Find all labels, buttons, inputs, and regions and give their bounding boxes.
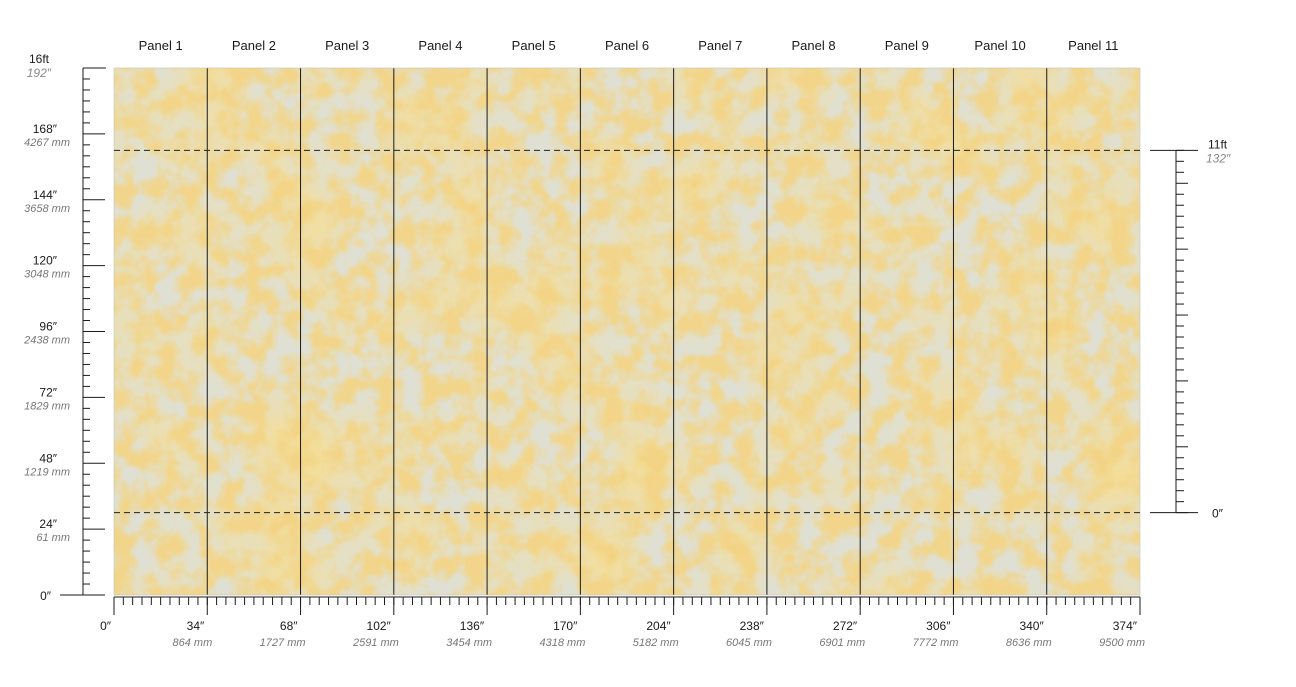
left-mm-label: 1829 mm <box>24 400 70 412</box>
pattern-border <box>113 67 1141 596</box>
panel-labels: Panel 1 Panel 2 Panel 3 Panel 4 Panel 5 Panel… <box>139 38 1119 53</box>
left-inch-label: 144″ <box>33 188 58 202</box>
right-zero-label: 0″ <box>1212 507 1224 521</box>
panel-label: Panel 6 <box>605 38 649 53</box>
left-inch-label: 120″ <box>33 254 58 268</box>
right-ruler-top-in: 132″ <box>1206 151 1231 165</box>
bottom-mm-label: 7772 mm <box>913 637 959 649</box>
bottom-width-ruler: 0″ 34″ 864 mm 68″ 1727 mm 102″ 2591 mm 136″ 3454… <box>100 596 1145 649</box>
panel-label: Panel 10 <box>974 38 1025 53</box>
bottom-inch-label: 68″ <box>280 619 298 633</box>
bottom-mm-label: 9500 mm <box>1099 637 1145 649</box>
panel-label: Panel 2 <box>232 38 276 53</box>
right-ruler-top-ft: 11ft <box>1208 137 1228 151</box>
bottom-inch-label: 306″ <box>926 619 951 633</box>
panel-label: Panel 1 <box>139 38 183 53</box>
panel-label: Panel 8 <box>791 38 835 53</box>
left-mm-label: 61 mm <box>36 532 70 544</box>
left-mm-label: 3658 mm <box>24 203 70 215</box>
left-inch-label: 24″ <box>39 517 57 531</box>
bottom-inch-label: 340″ <box>1019 619 1044 633</box>
panel-label: Panel 4 <box>418 38 462 53</box>
bottom-mm-label: 1727 mm <box>260 637 306 649</box>
height-guides <box>114 149 1140 514</box>
bottom-inch-label: 34″ <box>187 619 205 633</box>
bottom-inch-label: 136″ <box>460 619 485 633</box>
bottom-mm-label: 3454 mm <box>446 637 492 649</box>
bottom-mm-label: 6901 mm <box>819 637 865 649</box>
left-ruler-top-ft: 16ft <box>29 52 50 66</box>
panel-label: Panel 3 <box>325 38 369 53</box>
bottom-mm-label: 864 mm <box>173 637 213 649</box>
bottom-mm-label: 5182 mm <box>633 637 679 649</box>
bottom-inch-label: 170″ <box>553 619 578 633</box>
bottom-mm-label: 2591 mm <box>352 637 399 649</box>
bottom-inch-label: 238″ <box>740 619 765 633</box>
bottom-mm-label: 6045 mm <box>726 637 772 649</box>
panel-label: Panel 9 <box>885 38 929 53</box>
panel-dividers <box>113 67 1141 596</box>
left-zero-label: 0″ <box>40 589 52 603</box>
bottom-inch-label: 0″ <box>100 619 112 633</box>
bottom-inch-label: 102″ <box>367 619 392 633</box>
left-mm-label: 1219 mm <box>24 466 70 478</box>
left-mm-label: 2438 mm <box>23 335 70 347</box>
left-inch-label: 168″ <box>33 122 58 136</box>
bottom-inch-label: 204″ <box>646 619 671 633</box>
left-inch-label: 72″ <box>39 385 57 399</box>
panel-label: Panel 5 <box>512 38 556 53</box>
panel-label: Panel 7 <box>698 38 742 53</box>
marble-pattern-area <box>114 68 1140 595</box>
bottom-mm-label: 8636 mm <box>1006 637 1052 649</box>
bottom-inch-label: 272″ <box>833 619 858 633</box>
panel-label: Panel 11 <box>1068 38 1118 53</box>
pattern-fine-blobs <box>114 68 1140 595</box>
left-inch-label: 48″ <box>39 451 57 465</box>
left-mm-label: 4267 mm <box>24 137 70 149</box>
left-ruler-top-in: 192″ <box>27 66 52 80</box>
left-inch-label: 96″ <box>39 320 57 334</box>
bottom-mm-label: 4318 mm <box>540 637 586 649</box>
left-mm-label: 3048 mm <box>24 269 70 281</box>
bottom-inch-label: 374″ <box>1113 619 1138 633</box>
